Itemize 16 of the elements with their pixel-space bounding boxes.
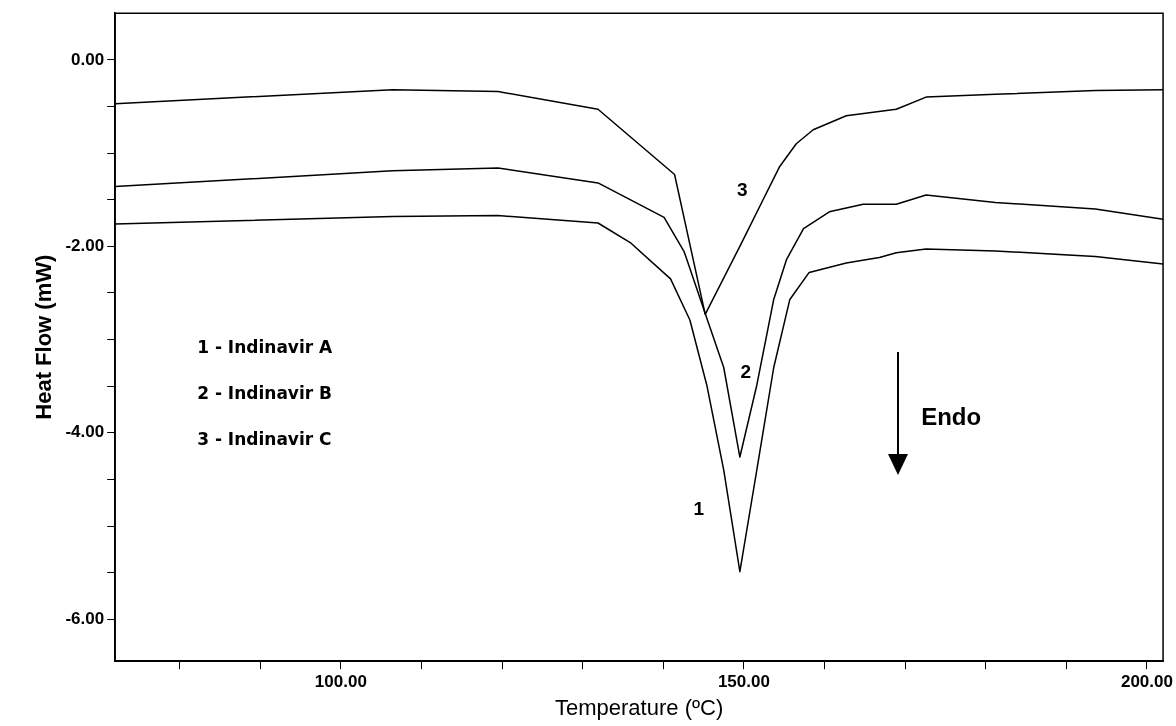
annotation: Endo bbox=[921, 402, 982, 430]
series-label: 2 bbox=[740, 361, 752, 383]
x-tick-label: 100.00 bbox=[314, 672, 367, 692]
y-axis-title: Heat Flow (mW) bbox=[31, 254, 57, 420]
y-tick-label: -4.00 bbox=[65, 422, 105, 442]
annotation: 1 - Indinavir A bbox=[197, 336, 334, 357]
annotation: 2 - Indinavir B bbox=[197, 382, 333, 403]
annotation: 3 - Indinavir C bbox=[197, 428, 332, 449]
x-tick-label: 150.00 bbox=[717, 672, 770, 692]
x-axis-title: Temperature (ºC) bbox=[555, 694, 724, 720]
y-tick-label: 0.00 bbox=[71, 49, 105, 69]
y-tick-label: -6.00 bbox=[65, 608, 105, 628]
y-tick-label: -2.00 bbox=[65, 235, 105, 255]
series-label: 3 bbox=[736, 178, 748, 200]
series-label: 1 bbox=[693, 497, 705, 519]
x-tick-label: 200.00 bbox=[1120, 672, 1173, 692]
